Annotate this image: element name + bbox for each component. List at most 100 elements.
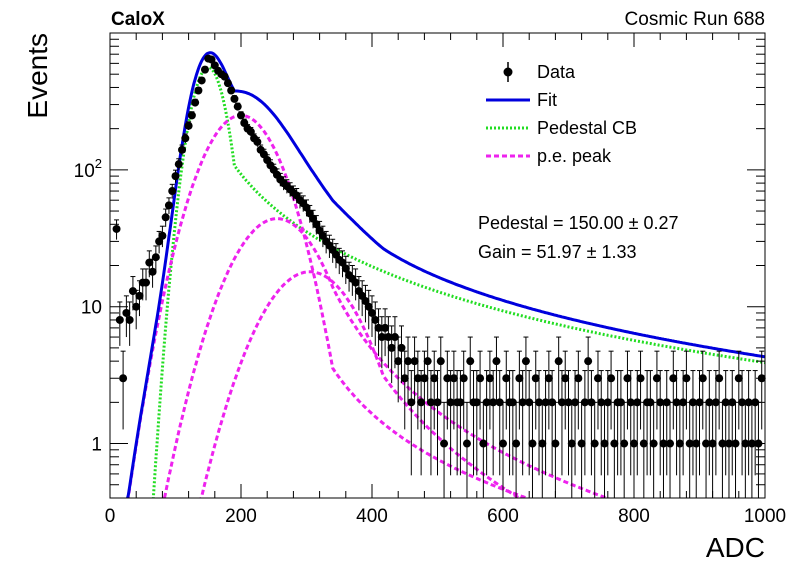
data-marker: [482, 398, 491, 407]
data-marker: [400, 374, 409, 383]
data-point: [528, 401, 537, 498]
data-point: [446, 370, 455, 476]
data-point: [230, 94, 239, 103]
data-point: [584, 336, 593, 403]
data-marker: [610, 439, 619, 448]
data-point: [639, 401, 648, 498]
data-point: [462, 401, 471, 498]
data-point: [557, 370, 566, 476]
data-point: [417, 370, 426, 476]
data-point: [433, 370, 442, 476]
data-marker: [525, 398, 534, 407]
data-marker: [178, 145, 187, 154]
legend-item-data: Data: [503, 62, 576, 82]
data-marker: [125, 315, 134, 324]
data-marker: [423, 357, 432, 366]
data-point: [197, 76, 206, 85]
data-point: [541, 370, 550, 476]
data-point: [715, 350, 724, 430]
data-marker: [502, 374, 511, 383]
y-tick-label-power: 102: [74, 156, 102, 182]
data-marker: [731, 439, 740, 448]
data-point: [705, 370, 714, 476]
data-marker: [407, 398, 416, 407]
data-marker: [227, 86, 236, 95]
data-point: [574, 350, 583, 430]
data-marker: [338, 258, 347, 267]
data-marker: [230, 94, 239, 103]
data-point: [220, 72, 229, 81]
data-marker: [708, 439, 717, 448]
x-tick-label: 200: [225, 506, 257, 527]
data-marker: [479, 439, 488, 448]
data-marker: [440, 439, 449, 448]
data-marker: [394, 357, 403, 366]
data-marker: [675, 439, 684, 448]
data-marker: [390, 333, 399, 342]
data-point: [679, 370, 688, 476]
data-point: [436, 336, 445, 403]
data-marker: [580, 398, 589, 407]
data-point: [544, 350, 553, 430]
data-point: [702, 401, 711, 498]
data-point: [426, 370, 435, 476]
data-point: [351, 268, 360, 301]
data-point: [476, 350, 485, 430]
data-marker: [584, 357, 593, 366]
data-marker: [541, 398, 550, 407]
data-point: [515, 350, 524, 430]
data-marker: [115, 315, 124, 324]
data-point: [384, 316, 393, 369]
pe-peak-curve-2: [162, 217, 611, 498]
data-marker: [538, 439, 547, 448]
data-marker: [381, 323, 390, 332]
data-marker: [636, 374, 645, 383]
data-marker: [587, 398, 596, 407]
pe-peak-curve-3: [199, 270, 522, 498]
legend-label-fit: Fit: [537, 90, 557, 110]
data-marker: [603, 398, 612, 407]
data-marker: [561, 374, 570, 383]
data-point: [404, 336, 413, 403]
data-marker: [485, 374, 494, 383]
y-tick-label: 1: [91, 435, 102, 456]
data-marker: [128, 287, 137, 296]
data-point: [656, 370, 665, 476]
data-point: [751, 370, 760, 476]
data-point: [682, 350, 691, 430]
data-marker: [462, 439, 471, 448]
data-marker: [191, 98, 200, 107]
data-point: [590, 401, 599, 498]
data-marker: [515, 374, 524, 383]
data-point: [168, 183, 177, 199]
data-marker: [554, 357, 563, 366]
data-marker: [728, 398, 737, 407]
data-point: [512, 401, 521, 498]
data-point: [440, 401, 449, 498]
y-tick-power-exp: 2: [95, 156, 102, 171]
data-marker: [374, 323, 383, 332]
legend-item-pedestal: Pedestal CB: [486, 118, 637, 138]
data-marker: [659, 439, 668, 448]
data-point: [223, 79, 232, 88]
data-point: [692, 401, 701, 498]
data-marker: [535, 398, 544, 407]
data-point: [672, 370, 681, 476]
data-point: [502, 350, 511, 430]
data-point: [649, 401, 658, 498]
data-point: [535, 370, 544, 476]
data-marker: [544, 374, 553, 383]
data-point: [178, 144, 187, 156]
data-marker: [168, 187, 177, 196]
data-marker: [233, 102, 242, 111]
legend: Data Fit Pedestal CB p.e. peak: [486, 62, 637, 166]
data-point: [489, 370, 498, 476]
data-point: [695, 370, 704, 476]
data-point: [521, 336, 530, 403]
data-marker: [597, 398, 606, 407]
data-marker: [253, 137, 262, 146]
legend-item-fit: Fit: [486, 90, 557, 110]
data-point: [112, 219, 121, 240]
data-point: [499, 401, 507, 498]
